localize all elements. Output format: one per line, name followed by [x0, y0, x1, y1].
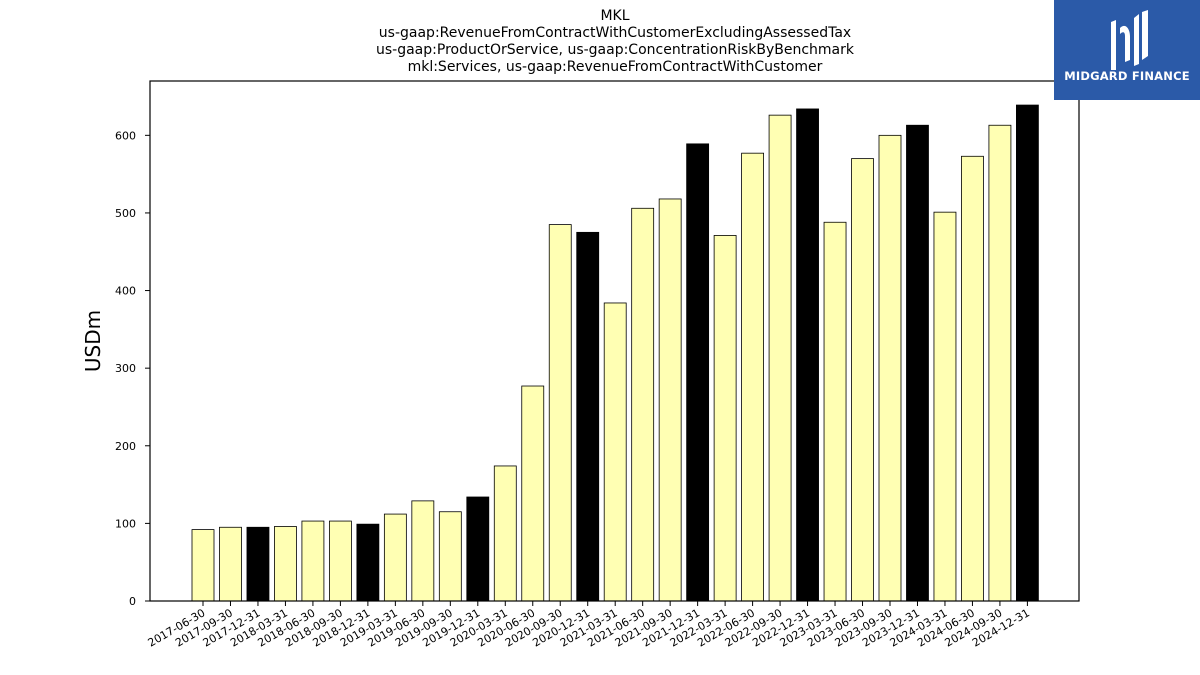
bar — [603, 302, 627, 602]
bar — [713, 235, 737, 602]
bar — [768, 114, 792, 602]
logo-mark-icon — [1111, 10, 1148, 70]
x-axis-ticks: 2017-06-302017-09-302017-12-312018-03-31… — [146, 601, 1032, 650]
midgard-finance-logo: MIDGARD FINANCE — [1054, 0, 1200, 100]
bar — [548, 224, 572, 602]
bar — [274, 526, 297, 602]
bar — [631, 207, 655, 602]
bar — [851, 158, 874, 602]
y-tick-label: 300 — [115, 362, 136, 375]
bars — [191, 104, 1039, 602]
bar — [906, 124, 929, 602]
bar — [301, 520, 325, 602]
y-axis-label: USDm — [81, 310, 105, 372]
bar — [576, 231, 600, 602]
bar — [686, 143, 710, 602]
bar — [438, 511, 462, 602]
bar — [356, 523, 380, 602]
y-axis-ticks: 0 100 200 300 400 500 600 — [115, 129, 150, 608]
bar — [191, 529, 215, 602]
bar — [521, 385, 545, 602]
bar — [383, 513, 407, 602]
bar — [246, 526, 270, 602]
chart-title-line: mkl:Services, us-gaap:RevenueFromContrac… — [408, 59, 823, 75]
y-tick-label: 0 — [129, 595, 136, 608]
plot-frame — [149, 80, 1080, 602]
bar — [1016, 104, 1039, 602]
bar — [328, 520, 352, 602]
y-tick-label: 600 — [115, 129, 136, 142]
bar — [741, 152, 764, 602]
chart-title-line: MKL — [600, 8, 629, 24]
bar — [823, 221, 847, 602]
bar — [988, 124, 1012, 602]
y-tick-label: 500 — [115, 207, 136, 220]
chart-title: MKLus-gaap:RevenueFromContractWithCustom… — [376, 8, 855, 75]
chart-title-line: us-gaap:RevenueFromContractWithCustomerE… — [379, 25, 851, 41]
y-tick-label: 400 — [115, 285, 136, 298]
bar — [658, 198, 682, 602]
bar — [466, 496, 490, 602]
y-tick-label: 100 — [115, 517, 136, 530]
logo-text: MIDGARD FINANCE — [1064, 69, 1190, 83]
chart-title-line: us-gaap:ProductOrService, us-gaap:Concen… — [376, 42, 855, 58]
bar — [411, 500, 435, 602]
bar — [878, 134, 902, 602]
bar — [493, 465, 517, 602]
bar — [933, 211, 957, 602]
bar — [796, 108, 819, 602]
y-tick-label: 200 — [115, 440, 136, 453]
bar — [219, 526, 242, 602]
bar — [961, 155, 984, 602]
